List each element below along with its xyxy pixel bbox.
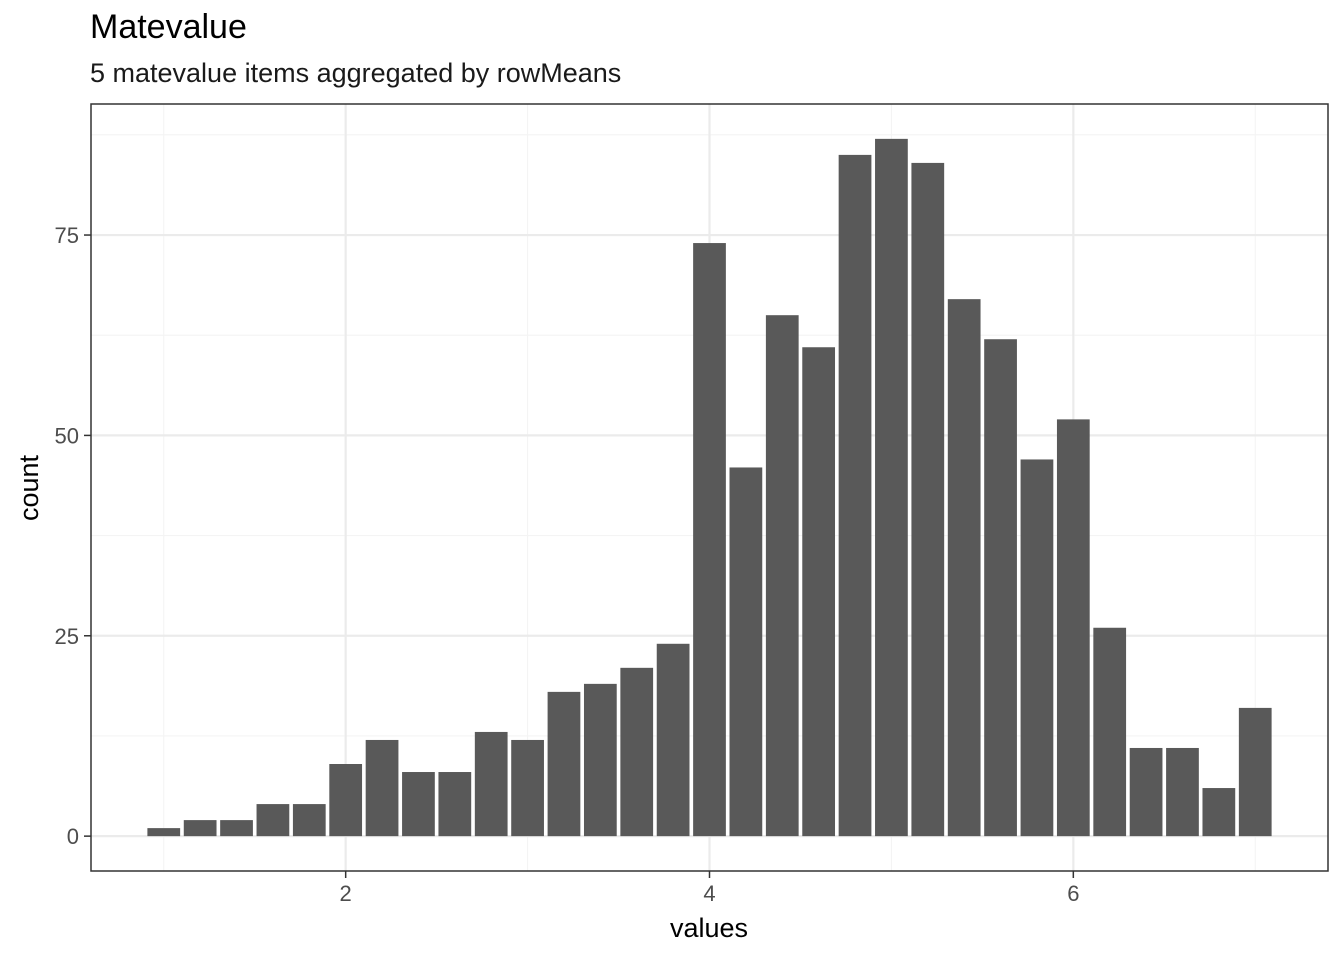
x-tick-label: 6 (1067, 881, 1079, 906)
chart-title: Matevalue (90, 8, 247, 46)
histogram-bar (656, 643, 690, 837)
histogram-bar (875, 138, 908, 837)
histogram-bar (547, 691, 581, 837)
histogram-bar (329, 764, 363, 837)
histogram-bar (292, 804, 326, 837)
x-tick-label: 2 (340, 881, 352, 906)
y-tick-label: 0 (67, 824, 79, 849)
histogram-bar (1202, 788, 1236, 837)
histogram-bar (402, 772, 435, 837)
histogram-bar (1166, 747, 1199, 837)
y-axis-title: count (14, 454, 44, 521)
histogram-bar (583, 683, 617, 837)
histogram-bar (147, 828, 181, 837)
histogram-bar (438, 772, 472, 837)
histogram-bar (183, 820, 217, 837)
histogram-bar (765, 315, 799, 837)
axes: 2 4 6 0 25 50 75 (55, 223, 1080, 906)
histogram-bar (1056, 419, 1090, 837)
histogram-bar (984, 339, 1017, 837)
x-axis-title: values (670, 913, 748, 943)
histogram-bar (365, 739, 399, 837)
histogram-bar (802, 347, 836, 837)
chart-subtitle: 5 matevalue items aggregated by rowMeans (90, 58, 622, 88)
histogram-bar (911, 162, 945, 837)
histogram-bar (1238, 707, 1272, 837)
histogram-bar (1093, 627, 1127, 837)
histogram-bar (693, 243, 726, 837)
histogram-bar (838, 154, 872, 837)
histogram-bar (620, 667, 654, 837)
histogram-bar (474, 731, 508, 837)
y-tick-label: 50 (55, 423, 79, 448)
y-tick-label: 75 (55, 223, 79, 248)
x-tick-label: 4 (703, 881, 715, 906)
histogram-bar (729, 467, 763, 837)
histogram-bar (511, 739, 544, 837)
histogram-bar (256, 804, 290, 837)
histogram-bar (1020, 459, 1054, 837)
histogram-bar (1129, 747, 1163, 837)
bars (147, 138, 1272, 837)
y-tick-label: 25 (55, 624, 79, 649)
histogram-bar (947, 299, 981, 837)
histogram-bar (220, 820, 253, 837)
